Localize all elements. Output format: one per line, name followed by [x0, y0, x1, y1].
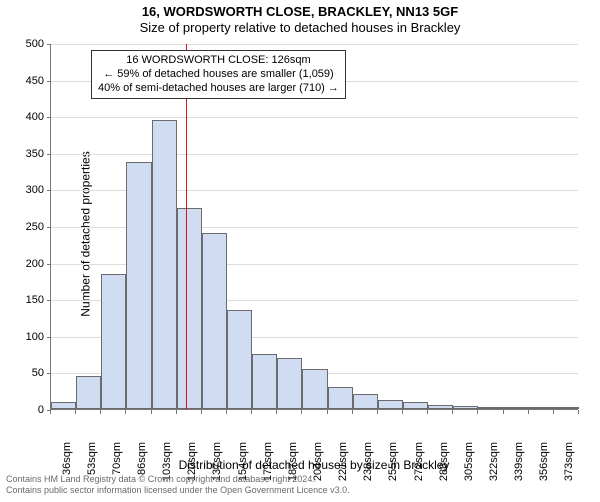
annotation-line: ← 59% of detached houses are smaller (1,… [98, 68, 339, 82]
x-tick-mark [50, 410, 51, 414]
histogram-bar [277, 358, 302, 409]
histogram-bar [453, 406, 478, 409]
x-tick-mark [452, 410, 453, 414]
histogram-bar [76, 376, 101, 409]
histogram-bar [504, 407, 529, 409]
histogram-bar [403, 402, 428, 409]
x-tick-mark [276, 410, 277, 414]
histogram-bar [202, 233, 227, 409]
histogram-bar [227, 310, 252, 409]
histogram-bar [529, 407, 554, 409]
histogram-bar [177, 208, 202, 409]
x-tick-mark [528, 410, 529, 414]
y-tick-mark [47, 190, 51, 191]
histogram-bar [51, 402, 76, 409]
x-tick-mark [352, 410, 353, 414]
x-tick-mark [201, 410, 202, 414]
y-tick-mark [47, 300, 51, 301]
x-tick-mark [100, 410, 101, 414]
histogram-bar [252, 354, 277, 409]
histogram-bar [478, 407, 503, 409]
y-tick-mark [47, 44, 51, 45]
x-tick-mark [327, 410, 328, 414]
x-tick-mark [402, 410, 403, 414]
page-subtitle: Size of property relative to detached ho… [0, 19, 600, 35]
footer-attribution: Contains HM Land Registry data © Crown c… [6, 474, 594, 496]
x-tick-mark [251, 410, 252, 414]
x-tick-mark [125, 410, 126, 414]
y-tick-mark [47, 373, 51, 374]
histogram-bar [428, 405, 453, 409]
annotation-line: 16 WORDSWORTH CLOSE: 126sqm [98, 54, 339, 68]
footer-line: Contains HM Land Registry data © Crown c… [6, 474, 594, 485]
x-tick-mark [427, 410, 428, 414]
y-tick-mark [47, 264, 51, 265]
histogram-bar [554, 407, 579, 409]
y-tick-mark [47, 154, 51, 155]
y-tick-mark [47, 337, 51, 338]
histogram-bar [378, 400, 403, 409]
y-tick-mark [47, 81, 51, 82]
page-title: 16, WORDSWORTH CLOSE, BRACKLEY, NN13 5GF [0, 0, 600, 19]
x-tick-mark [301, 410, 302, 414]
y-tick-mark [47, 117, 51, 118]
y-tick-label: 350 [4, 148, 44, 160]
histogram-bar [126, 162, 151, 409]
y-tick-label: 300 [4, 184, 44, 196]
plot-area: 16 WORDSWORTH CLOSE: 126sqm ← 59% of det… [50, 44, 578, 410]
footer-line: Contains public sector information licen… [6, 485, 594, 496]
y-tick-label: 50 [4, 367, 44, 379]
annotation-box: 16 WORDSWORTH CLOSE: 126sqm ← 59% of det… [91, 50, 346, 99]
x-tick-mark [578, 410, 579, 414]
y-tick-mark [47, 227, 51, 228]
x-tick-mark [553, 410, 554, 414]
histogram-bar [328, 387, 353, 409]
y-tick-label: 500 [4, 38, 44, 50]
gridline [51, 44, 578, 45]
histogram-bar [101, 274, 126, 409]
x-tick-mark [477, 410, 478, 414]
x-tick-mark [377, 410, 378, 414]
x-tick-mark [503, 410, 504, 414]
gridline [51, 117, 578, 118]
y-tick-label: 150 [4, 294, 44, 306]
x-tick-mark [151, 410, 152, 414]
histogram-bar [353, 394, 378, 409]
x-tick-mark [226, 410, 227, 414]
x-tick-mark [75, 410, 76, 414]
y-tick-label: 450 [4, 75, 44, 87]
y-tick-label: 0 [4, 404, 44, 416]
histogram-chart: Number of detached properties 16 WORDSWO… [50, 44, 578, 442]
x-tick-mark [176, 410, 177, 414]
y-tick-label: 200 [4, 258, 44, 270]
histogram-bar [152, 120, 177, 409]
y-tick-label: 250 [4, 221, 44, 233]
annotation-line: 40% of semi-detached houses are larger (… [98, 82, 339, 96]
y-tick-label: 400 [4, 111, 44, 123]
y-tick-label: 100 [4, 331, 44, 343]
gridline [51, 154, 578, 155]
histogram-bar [302, 369, 327, 409]
